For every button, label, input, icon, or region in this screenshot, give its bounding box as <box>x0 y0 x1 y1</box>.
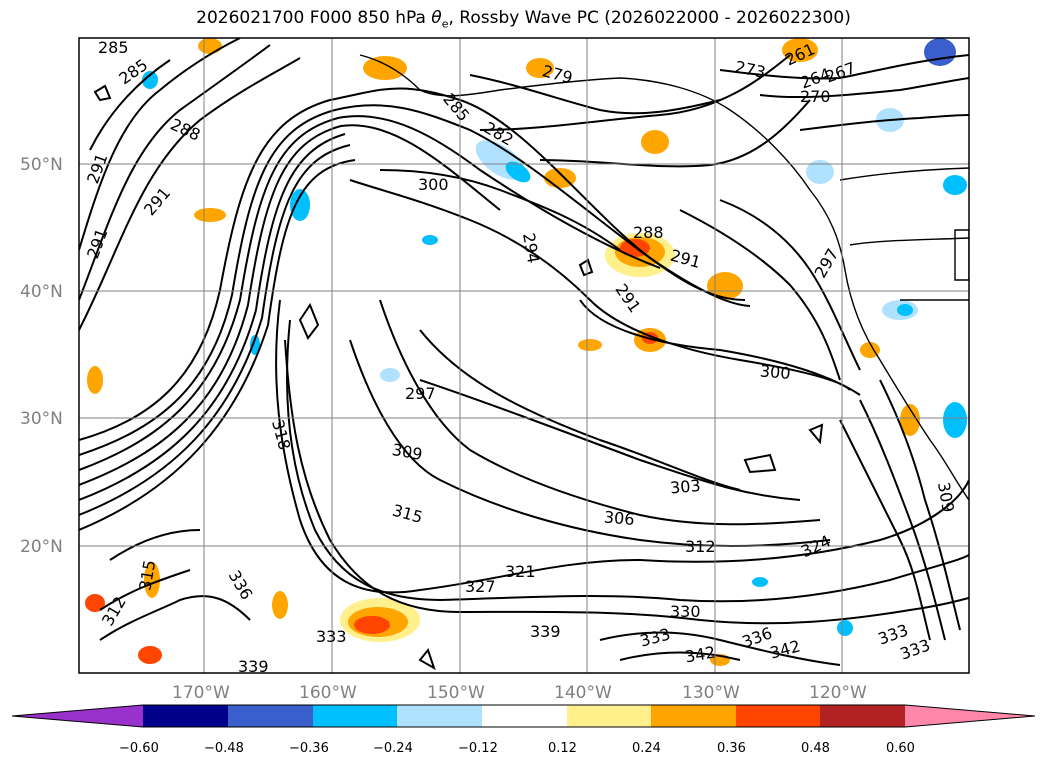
colorbar-tick-label: −0.48 <box>204 741 244 756</box>
map-panel <box>79 38 969 673</box>
contour-label: 303 <box>669 476 701 498</box>
contour-label: 333 <box>316 627 347 646</box>
coastline <box>359 54 969 501</box>
lon-label-160w: 160°W <box>299 683 357 703</box>
lat-label-20n: 20°N <box>20 537 63 557</box>
colorbar-segment <box>397 705 482 727</box>
colorbar-outline <box>11 704 1036 728</box>
lon-label-150w: 150°W <box>427 683 485 703</box>
contour-label: 297 <box>405 384 436 403</box>
title-prefix: 2026021700 F000 850 hPa <box>196 8 432 28</box>
contour-label: 300 <box>418 175 449 194</box>
lon-label-170w: 170°W <box>172 683 230 703</box>
lat-label-50n: 50°N <box>20 155 63 175</box>
contour-label: 330 <box>670 602 701 621</box>
theta-subscript: e <box>441 17 449 31</box>
colorbar-segment <box>143 705 228 727</box>
lon-label-140w: 140°W <box>554 683 612 703</box>
colorbar-extend-high <box>905 705 1035 727</box>
colorbar: −0.60 −0.48 −0.36 −0.24 −0.12 0.12 0.24 … <box>11 704 1036 756</box>
contour-label: 306 <box>603 507 635 529</box>
colorbar-tick-label: 0.24 <box>632 741 661 756</box>
longitude-labels: 170°W 160°W 150°W 140°W 130°W 120°W <box>172 683 867 703</box>
colorbar-tick-label: −0.24 <box>373 741 413 756</box>
colorbar-tick-label: 0.60 <box>886 741 915 756</box>
contour-label: 312 <box>685 537 716 556</box>
colorbar-segment <box>228 705 313 727</box>
colorbar-segment <box>567 705 651 727</box>
gridlines <box>79 38 969 673</box>
contour-label: 285 <box>98 38 129 57</box>
colorbar-segment <box>820 705 905 727</box>
contour-label: 288 <box>633 223 664 242</box>
contour-label: 270 <box>800 87 831 106</box>
colorbar-tick-label: 0.36 <box>717 741 746 756</box>
lon-label-130w: 130°W <box>682 683 740 703</box>
theta-e-contours <box>79 38 969 671</box>
contour-label: 300 <box>759 361 791 383</box>
contour-label: 339 <box>238 657 269 676</box>
map-frame <box>78 37 970 674</box>
colorbar-segment <box>482 705 567 727</box>
colorbar-segment <box>736 705 820 727</box>
contour-label: 339 <box>530 622 561 641</box>
colorbar-segment <box>313 705 397 727</box>
map-title: 2026021700 F000 850 hPa θe, Rossby Wave … <box>0 8 1047 30</box>
colorbar-tick-label: −0.12 <box>458 741 498 756</box>
theta-symbol: θ <box>431 8 442 28</box>
lat-label-30n: 30°N <box>20 409 63 429</box>
anomaly-shading <box>85 38 967 666</box>
contour-label: 321 <box>505 562 536 581</box>
title-suffix: , Rossby Wave PC (2026022000 - 202602230… <box>448 8 851 28</box>
colorbar-tick-label: −0.60 <box>119 741 159 756</box>
colorbar-tick-label: 0.48 <box>801 741 830 756</box>
colorbar-segment <box>651 705 736 727</box>
contour-label: 327 <box>465 577 496 596</box>
lat-label-40n: 40°N <box>20 282 63 302</box>
latitude-labels: 50°N 40°N 30°N 20°N <box>20 155 63 557</box>
colorbar-tick-label: −0.36 <box>289 741 329 756</box>
lon-label-120w: 120°W <box>809 683 867 703</box>
colorbar-extend-low <box>12 705 143 727</box>
colorbar-tick-label: 0.12 <box>548 741 577 756</box>
